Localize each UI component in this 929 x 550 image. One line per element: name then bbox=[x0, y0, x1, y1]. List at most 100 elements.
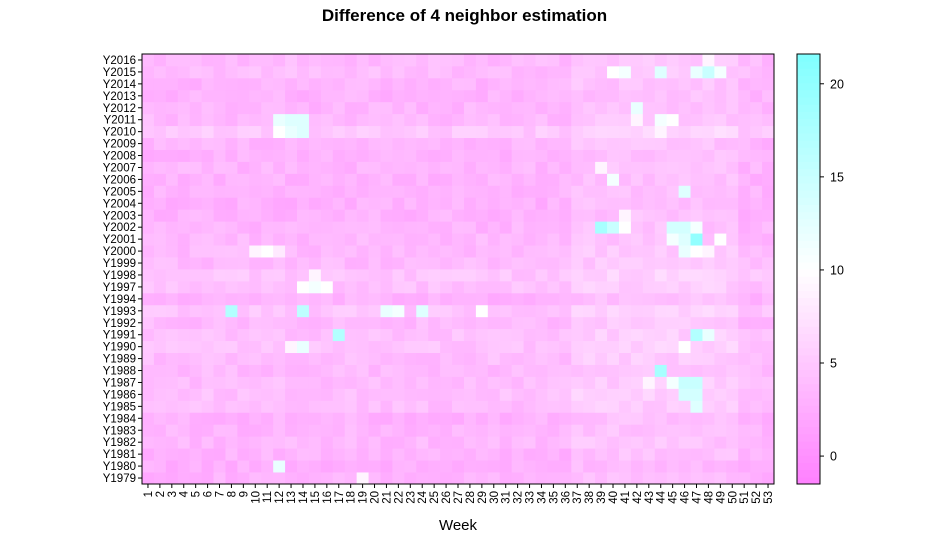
heatmap-cell bbox=[511, 245, 524, 258]
heatmap-cell bbox=[440, 245, 453, 258]
heatmap-cell bbox=[153, 472, 167, 485]
heatmap-cell bbox=[618, 233, 632, 246]
heatmap-cell bbox=[165, 149, 179, 162]
heatmap-cell bbox=[237, 292, 250, 306]
heatmap-cell bbox=[416, 388, 429, 401]
heatmap-cell bbox=[678, 161, 691, 174]
heatmap-cell bbox=[630, 448, 644, 461]
heatmap-cell bbox=[452, 54, 465, 67]
heatmap-cell bbox=[726, 269, 739, 282]
heatmap-cell bbox=[153, 185, 167, 198]
heatmap-cell bbox=[404, 65, 417, 79]
heatmap-cell bbox=[153, 149, 167, 162]
heatmap-cell bbox=[547, 221, 560, 234]
heatmap-cell bbox=[583, 328, 596, 342]
heatmap-cell bbox=[440, 137, 453, 150]
heatmap-cell bbox=[225, 77, 238, 91]
heatmap-cell bbox=[165, 245, 179, 258]
heatmap-cell bbox=[225, 269, 238, 282]
heatmap-cell bbox=[690, 376, 703, 389]
heatmap-cell bbox=[607, 436, 620, 449]
heatmap-cell bbox=[702, 89, 715, 103]
heatmap-cell bbox=[523, 101, 536, 115]
heatmap-cell bbox=[177, 137, 191, 150]
heatmap-cell bbox=[654, 257, 668, 270]
heatmap-cell bbox=[738, 113, 751, 127]
heatmap-cell bbox=[440, 280, 453, 294]
heatmap-cell bbox=[690, 424, 703, 437]
heatmap-cell bbox=[547, 424, 560, 437]
heatmap-cell bbox=[666, 292, 680, 306]
heatmap-cell bbox=[666, 316, 680, 330]
heatmap-cell bbox=[237, 149, 250, 162]
heatmap-cell bbox=[368, 412, 381, 425]
y-tick-label: Y1982 bbox=[103, 437, 136, 449]
heatmap-cell bbox=[642, 137, 656, 150]
heatmap-cell bbox=[189, 352, 203, 365]
heatmap-cell bbox=[285, 424, 298, 437]
heatmap-cell bbox=[440, 448, 453, 461]
heatmap-cell bbox=[750, 328, 763, 342]
heatmap-cell bbox=[344, 245, 358, 258]
heatmap-cell bbox=[726, 340, 739, 354]
heatmap-cell bbox=[225, 340, 238, 354]
heatmap-cell bbox=[320, 65, 334, 79]
heatmap-cell bbox=[654, 376, 668, 389]
heatmap-cell bbox=[618, 448, 632, 461]
heatmap-cell bbox=[702, 185, 715, 198]
heatmap-cell bbox=[297, 316, 310, 330]
heatmap-cell bbox=[344, 77, 358, 91]
heatmap-cell bbox=[273, 280, 286, 294]
heatmap-cell bbox=[285, 125, 298, 139]
x-tick-label: 30 bbox=[489, 491, 501, 504]
heatmap-cell bbox=[308, 221, 322, 234]
heatmap-cell bbox=[273, 400, 286, 413]
heatmap-cell bbox=[487, 269, 501, 282]
heatmap-cell bbox=[762, 328, 775, 342]
y-tick-label: Y1979 bbox=[103, 473, 136, 485]
heatmap-cell bbox=[428, 460, 441, 473]
heatmap-cell bbox=[630, 352, 644, 365]
heatmap-cell bbox=[487, 364, 501, 377]
heatmap-cell bbox=[607, 352, 620, 365]
heatmap-cell bbox=[666, 137, 680, 150]
heatmap-cell bbox=[595, 364, 608, 377]
heatmap-cell bbox=[213, 101, 226, 115]
heatmap-cell bbox=[213, 221, 226, 234]
heatmap-cell bbox=[630, 89, 644, 103]
colorbar-segment bbox=[797, 419, 820, 428]
x-tick-label: 48 bbox=[703, 491, 715, 504]
heatmap-cell bbox=[523, 460, 536, 473]
heatmap-cell bbox=[666, 245, 680, 258]
heatmap-cell bbox=[142, 77, 155, 91]
heatmap-cell bbox=[177, 472, 191, 485]
heatmap-cell bbox=[523, 376, 536, 389]
heatmap-cell bbox=[702, 113, 715, 127]
heatmap-cell bbox=[273, 364, 286, 377]
heatmap-cell bbox=[678, 436, 691, 449]
heatmap-cell bbox=[380, 269, 393, 282]
heatmap-cell bbox=[213, 113, 226, 127]
heatmap-cell bbox=[571, 340, 584, 354]
heatmap-cell bbox=[452, 197, 465, 210]
heatmap-cell bbox=[153, 328, 167, 342]
heatmap-cell bbox=[297, 197, 310, 210]
heatmap-cell bbox=[618, 472, 632, 485]
heatmap-cell bbox=[416, 376, 429, 389]
heatmap-cell bbox=[320, 316, 334, 330]
x-tick-label: 21 bbox=[381, 491, 393, 504]
heatmap-cell bbox=[440, 113, 453, 127]
heatmap-cell bbox=[463, 304, 477, 318]
heatmap-cell bbox=[499, 352, 513, 365]
heatmap-cell bbox=[380, 233, 393, 246]
heatmap-cell bbox=[678, 209, 691, 222]
heatmap-cell bbox=[535, 304, 548, 318]
heatmap-cell bbox=[547, 77, 560, 91]
heatmap-cell bbox=[153, 448, 167, 461]
heatmap-cell bbox=[416, 316, 429, 330]
heatmap-cell bbox=[225, 233, 238, 246]
heatmap-cell bbox=[559, 400, 572, 413]
heatmap-cell bbox=[487, 233, 501, 246]
heatmap-cell bbox=[440, 388, 453, 401]
heatmap-cell bbox=[142, 376, 155, 389]
